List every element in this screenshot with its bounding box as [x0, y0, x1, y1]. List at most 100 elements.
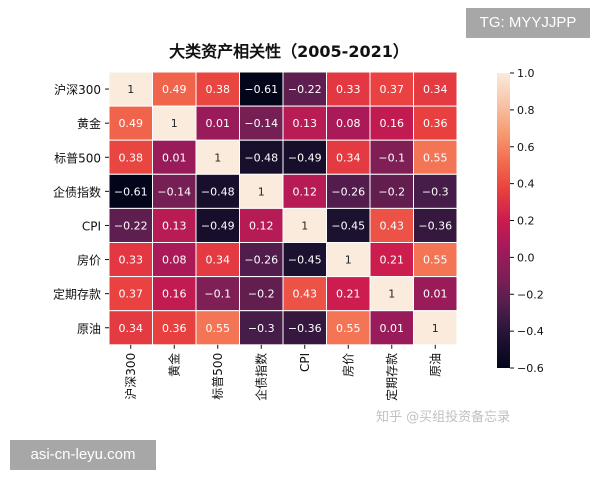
cell-value-label: 1 — [258, 185, 265, 198]
column-label: 定期存款 — [384, 353, 399, 401]
cell-value-label: 0.49 — [119, 117, 144, 130]
cell-value-label: −0.26 — [244, 254, 278, 267]
heatmap-cell — [413, 242, 458, 278]
cell-value-label: −0.3 — [422, 185, 449, 198]
heatmap-cell — [369, 276, 414, 312]
cell-value-label: −0.2 — [248, 288, 275, 301]
cell-value-label: 0.16 — [162, 288, 187, 301]
colorbar-tick-label: −0.2 — [517, 288, 544, 301]
cell-value-label: 0.36 — [423, 117, 448, 130]
cell-value-label: 0.13 — [293, 117, 318, 130]
cell-value-label: 0.37 — [380, 83, 405, 96]
row-label: 企债指数 — [53, 184, 101, 199]
row-label: 房价 — [77, 253, 101, 268]
cell-value-label: 0.16 — [380, 117, 405, 130]
heatmap-cell — [413, 173, 458, 209]
cell-value-label: 1 — [301, 219, 308, 232]
cell-value-label: 0.38 — [119, 151, 144, 164]
row-label: 定期存款 — [53, 287, 101, 302]
watermark-text: 知乎 @买组投资备忘录 — [376, 410, 511, 425]
cell-value-label: 0.55 — [423, 254, 448, 267]
heatmap-cell — [326, 310, 371, 346]
cell-value-label: 0.21 — [380, 254, 405, 267]
heatmap-cells — [108, 71, 458, 346]
cell-value-label: 0.49 — [162, 83, 187, 96]
colorbar-gradient — [497, 73, 510, 368]
site-badge: asi-cn-leyu.com — [10, 440, 156, 470]
heatmap-cell — [369, 105, 414, 141]
column-label: 企债指数 — [253, 353, 268, 401]
cell-value-label: −0.22 — [114, 219, 148, 232]
cell-value-label: −0.49 — [288, 151, 322, 164]
cell-value-label: −0.3 — [248, 322, 275, 335]
cell-value-label: −0.45 — [331, 219, 365, 232]
row-label: 沪深300 — [54, 83, 101, 97]
cell-value-label: −0.22 — [288, 83, 322, 96]
heatmap-cell — [369, 310, 414, 346]
chart-title: 大类资产相关性（2005-2021） — [169, 42, 409, 61]
cell-value-label: 0.34 — [119, 322, 144, 335]
heatmap-cell — [282, 173, 327, 209]
heatmap-cell — [413, 105, 458, 141]
heatmap-cell — [239, 242, 284, 278]
colorbar: 1.0 0.8 0.6 0.4 0.2 0.0 −0.2 −0.4 −0.6 — [497, 67, 544, 375]
cell-value-label: 0.34 — [206, 254, 231, 267]
cell-value-label: 1 — [388, 288, 395, 301]
colorbar-tick-label: 0.2 — [517, 215, 535, 228]
heatmap-cell — [326, 207, 371, 243]
cell-value-label: −0.36 — [288, 322, 322, 335]
cell-value-label: 0.43 — [293, 288, 318, 301]
heatmap-cell — [413, 207, 458, 243]
heatmap-cell — [152, 242, 197, 278]
heatmap-cell — [152, 276, 197, 312]
cell-value-label: −0.61 — [244, 83, 278, 96]
heatmap-cell — [413, 310, 458, 346]
heatmap-cell — [195, 139, 240, 175]
telegram-badge: TG: MYYJJPP — [466, 8, 590, 38]
heatmap-cell — [413, 139, 458, 175]
heatmap-cell — [369, 207, 414, 243]
cell-value-label: −0.48 — [201, 185, 235, 198]
heatmap-cell — [108, 173, 153, 209]
cell-value-label: 0.12 — [249, 219, 274, 232]
heatmap-cell — [195, 105, 240, 141]
heatmap-cell — [282, 276, 327, 312]
heatmap-cell-labels: 1 0.49 0.38 −0.61 −0.22 0.33 0.37 0.34 0.49 1 0.01… — [114, 83, 452, 335]
cell-value-label: 0.08 — [162, 254, 187, 267]
colorbar-tick-label: 0.0 — [517, 251, 535, 264]
cell-value-label: −0.49 — [201, 219, 235, 232]
colorbar-tick-label: 0.8 — [517, 104, 535, 117]
cell-value-label: −0.1 — [378, 151, 405, 164]
heatmap-cell — [152, 139, 197, 175]
row-label: 标普500 — [54, 151, 101, 165]
cell-value-label: 0.12 — [293, 185, 318, 198]
cell-value-label: 0.33 — [336, 83, 361, 96]
cell-value-label: 0.55 — [336, 322, 361, 335]
heatmap-cell — [413, 71, 458, 107]
cell-value-label: 0.37 — [119, 288, 144, 301]
heatmap-cell — [326, 71, 371, 107]
colorbar-tick-label: −0.6 — [517, 362, 544, 375]
row-label: CPI — [82, 219, 101, 233]
heatmap-cell — [369, 173, 414, 209]
cell-value-label: −0.14 — [244, 117, 278, 130]
cell-value-label: −0.48 — [244, 151, 278, 164]
heatmap-cell — [195, 276, 240, 312]
cell-value-label: −0.26 — [331, 185, 365, 198]
heatmap-cell — [195, 173, 240, 209]
heatmap-cell — [195, 310, 240, 346]
column-label: 沪深300 — [124, 353, 138, 400]
cell-value-label: 1 — [214, 151, 221, 164]
column-label: 标普500 — [211, 353, 225, 400]
cell-value-label: −0.45 — [288, 254, 322, 267]
heatmap-cell — [108, 105, 153, 141]
cell-value-label: −0.14 — [157, 185, 191, 198]
heatmap-cell — [282, 105, 327, 141]
cell-value-label: 0.01 — [423, 288, 448, 301]
cell-value-label: 0.01 — [162, 151, 187, 164]
cell-value-label: 0.13 — [162, 219, 187, 232]
cell-value-label: −0.2 — [378, 185, 405, 198]
colorbar-tick-label: −0.4 — [517, 325, 544, 338]
